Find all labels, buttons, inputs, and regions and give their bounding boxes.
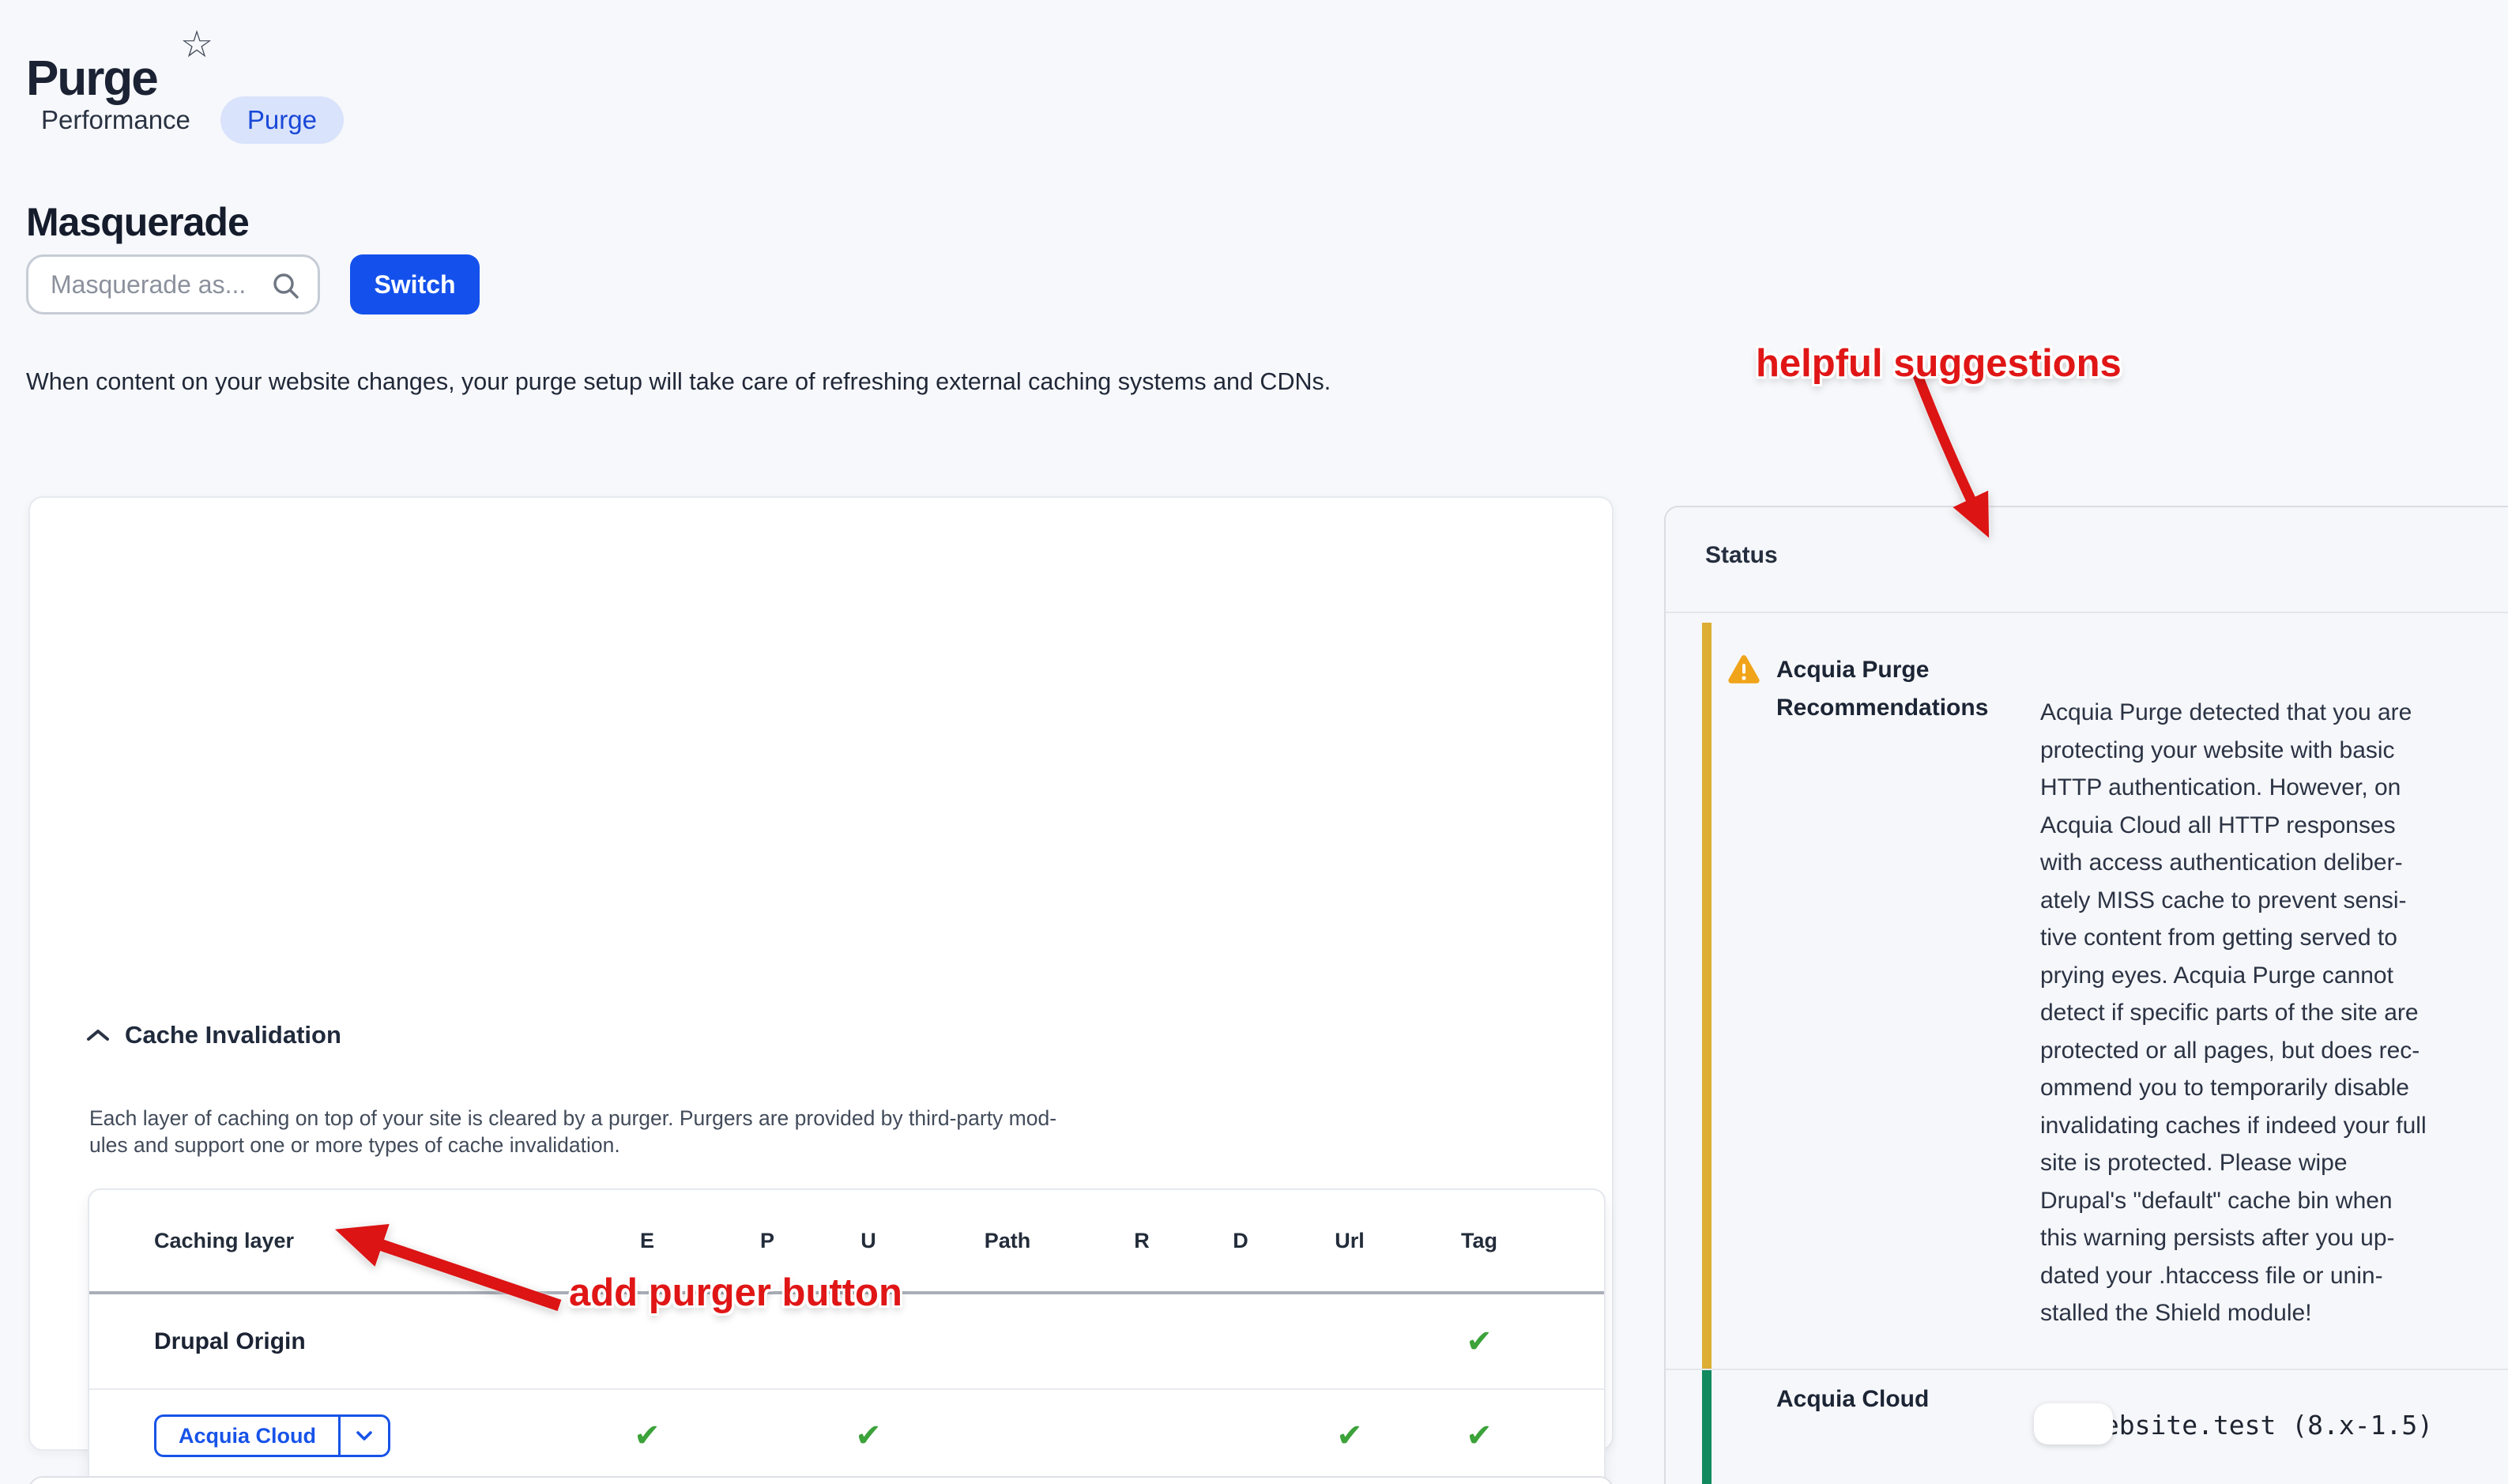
- warning-accent-border: [1702, 623, 1712, 1369]
- warning-message: Acquia Purge detected that you are prote…: [2040, 699, 2427, 1326]
- favorite-star-icon[interactable]: ☆: [180, 23, 214, 65]
- table-row-acquia-cloud: Acquia Cloud ✔ ✔ ✔ ✔: [89, 1390, 1604, 1483]
- col-p: P: [759, 1228, 774, 1252]
- col-d: D: [1233, 1228, 1248, 1252]
- masquerade-search-field[interactable]: [26, 254, 320, 315]
- col-caching-layer: Caching layer: [154, 1228, 295, 1252]
- divider: [1666, 1369, 2508, 1370]
- switch-button[interactable]: Switch: [350, 254, 480, 315]
- check-icon: ✔: [634, 1418, 661, 1453]
- cache-invalidation-description: Each layer of caching on top of your sit…: [89, 1106, 1057, 1157]
- annotation-helpful-suggestions: helpful suggestions: [1756, 342, 2122, 385]
- breadcrumb-performance[interactable]: Performance: [41, 105, 190, 134]
- check-icon: ✔: [855, 1418, 882, 1453]
- arrow-to-status: [1911, 369, 1990, 538]
- col-tag: Tag: [1461, 1228, 1497, 1252]
- masquerade-heading: Masquerade: [26, 199, 250, 244]
- breadcrumb: Performance Purge: [41, 96, 344, 144]
- breadcrumb-purge-pill[interactable]: Purge: [220, 96, 344, 144]
- page-title: Purge: [26, 51, 159, 106]
- row-label: Drupal Origin: [154, 1328, 306, 1354]
- search-icon: [270, 270, 302, 306]
- table-row-drupal-origin: Drupal Origin ✔: [89, 1294, 1604, 1390]
- col-u: U: [860, 1228, 876, 1252]
- annotation-add-purger: add purger button: [569, 1271, 902, 1314]
- divider: [1666, 612, 2508, 613]
- masquerade-search-input[interactable]: [49, 269, 250, 300]
- check-icon: ✔: [1336, 1418, 1363, 1453]
- col-e: E: [639, 1228, 654, 1252]
- collapse-chevron-up-icon[interactable]: [85, 1027, 111, 1047]
- check-icon: ✔: [1466, 1418, 1493, 1453]
- purger-button-label: Acquia Cloud: [179, 1423, 316, 1448]
- intro-text: When content on your website changes, yo…: [26, 368, 1331, 395]
- cache-invalidation-title: Cache Invalidation: [125, 1021, 341, 1049]
- success-accent-border: [1702, 1370, 1712, 1484]
- table-header-row: Caching layer E P U Path R D Url Tag: [89, 1190, 1604, 1294]
- check-icon: ✔: [1466, 1324, 1493, 1359]
- redaction-pill: [2034, 1403, 2113, 1444]
- acquia-cloud-status-label: Acquia Cloud: [1776, 1386, 1930, 1412]
- next-card-partial: [28, 1476, 1614, 1484]
- warning-title: Acquia Purge Recommendations: [1776, 657, 1989, 721]
- chevron-down-icon[interactable]: [338, 1417, 388, 1455]
- col-path: Path: [984, 1228, 1031, 1252]
- endpoint-value: website.test (8.x-1.5): [2088, 1410, 2434, 1441]
- col-url: Url: [1335, 1228, 1365, 1252]
- acquia-cloud-purger-button[interactable]: Acquia Cloud: [154, 1414, 390, 1457]
- col-r: R: [1134, 1228, 1150, 1252]
- status-panel-title: Status: [1705, 542, 1778, 568]
- warning-triangle-icon: [1727, 654, 1760, 688]
- status-panel: Status Acquia Purge Recommendations Acqu…: [1664, 506, 2508, 1484]
- purgers-table: Caching layer E P U Path R D Url Tag Dru…: [88, 1188, 1606, 1484]
